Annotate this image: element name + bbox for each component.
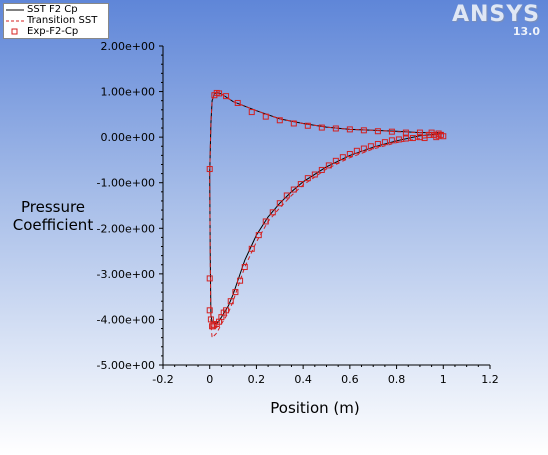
exp-data-point [283,192,290,199]
brand-logo-text: ANSYS [451,2,540,27]
exp-data-point [304,122,311,129]
exp-data-point [388,137,395,144]
exp-data-point [374,128,381,135]
exp-data-point [223,93,230,100]
exp-data-point [381,139,388,146]
y-tick-label: -4.00e+00 [97,313,155,326]
exp-data-point [311,171,318,178]
y-tick-label: -3.00e+00 [97,268,155,281]
exp-data-point [395,136,402,143]
exp-data-point [255,232,262,239]
exp-data-point [269,209,276,216]
exp-data-point [416,129,423,136]
y-tick-label: -5.00e+00 [97,359,155,372]
exp-data-point [360,145,367,152]
exp-data-point [223,307,230,314]
brand-version: 13.0 [512,25,540,38]
exp-data-point [421,135,428,142]
legend-label-sst: SST F2 Cp [27,4,78,15]
exp-data-point [206,166,213,173]
exp-data-point [304,175,311,182]
exp-data-point [248,109,255,116]
exp-data-point [325,162,332,169]
y-axis-label-line: Pressure [20,198,86,216]
exp-data-point [227,298,234,305]
sst-f2-cp-line [209,91,444,325]
y-tick-label: 1.00e+00 [101,86,155,99]
exp-data-point [409,135,416,142]
exp-data-point [374,140,381,147]
exp-data-point [206,275,213,282]
exp-data-point [318,124,325,131]
x-tick-label: 1.2 [481,373,499,386]
exp-data-point [353,147,360,154]
ansys-logo: ANSYS 13.0 [452,2,540,38]
y-tick-label: -2.00e+00 [97,222,155,235]
x-tick-label: -0.2 [152,373,173,386]
exp-data-point [276,200,283,207]
exp-data-point [339,154,346,161]
y-axis-label: Pressure Coefficient [10,198,96,234]
legend-label-transition: Transition SST [27,15,98,26]
y-tick-label: 2.00e+00 [101,40,155,53]
exp-data-point [388,128,395,135]
exp-data-point [318,166,325,173]
exp-data-point [206,307,213,314]
exp-data-point [346,151,353,158]
exp-data-point [207,316,214,323]
exp-data-point [402,135,409,142]
exp-data-point [237,277,244,284]
legend-key-solid-line [6,9,24,11]
exp-data-point [360,127,367,134]
exp-data-point [262,113,269,120]
exp-data-point [234,99,241,106]
exp-data-point [402,129,409,136]
exp-data-point [297,181,304,188]
legend-item-transition: Transition SST [4,15,108,26]
exp-data-point [367,143,374,150]
y-tick-label: 0.00e+00 [101,131,155,144]
legend: SST F2 Cp Transition SST Exp-F2-Cp [3,3,109,39]
exp-data-point [276,117,283,124]
exp-data-point [428,129,435,136]
x-tick-label: 0.8 [388,373,406,386]
exp-data-point [216,90,223,97]
exp-data-point [435,130,442,137]
exp-data-point [248,245,255,252]
x-tick-label: 0.2 [248,373,266,386]
exp-data-point [241,264,248,271]
y-tick-label: -1.00e+00 [97,177,155,190]
transition-sst-line [209,91,444,339]
x-tick-label: 1 [440,373,447,386]
x-tick-label: 0.6 [341,373,359,386]
legend-item-exp: Exp-F2-Cp [4,26,108,37]
x-axis-label: Position (m) [270,399,360,417]
exp-data-point [332,157,339,164]
exp-data-point [346,126,353,133]
exp-data-point [290,120,297,127]
exp-data-point [290,186,297,193]
exp-data-point [232,289,239,296]
legend-key-dashed-line [6,20,24,22]
x-tick-label: 0 [206,373,213,386]
exp-data-point [332,125,339,132]
legend-label-exp: Exp-F2-Cp [27,26,79,37]
x-tick-label: 0.4 [294,373,312,386]
legend-key-square-marker [11,28,18,35]
exp-data-point [262,218,269,225]
legend-item-sst: SST F2 Cp [4,4,108,15]
y-axis-label-line: Coefficient [12,216,94,234]
